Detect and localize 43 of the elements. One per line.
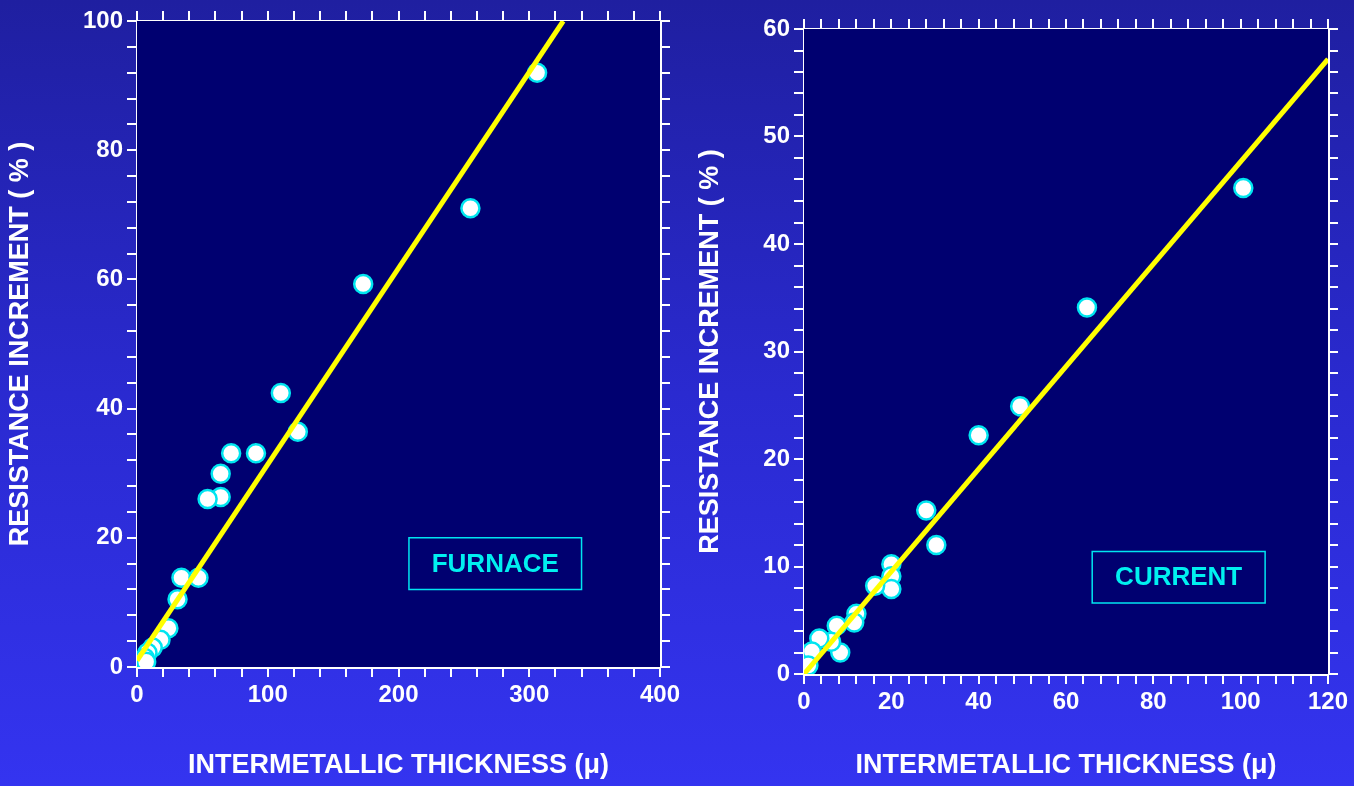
x-tick-label: 300	[509, 680, 550, 708]
point	[1233, 177, 1254, 199]
y-tick-label: 20	[96, 522, 123, 550]
point	[210, 463, 231, 485]
x-tick-label: 80	[1139, 687, 1167, 715]
x-tick-label: 100	[1220, 687, 1261, 715]
x-tick-label: 400	[639, 680, 681, 708]
point	[916, 500, 937, 521]
y-tick-label: 0	[109, 651, 123, 679]
x-axis-title: INTERMETALLIC THICKNESS (μ)	[188, 749, 609, 780]
y-tick-label: 10	[763, 551, 790, 579]
point	[968, 425, 989, 446]
point	[926, 534, 947, 556]
x-tick-label: 40	[965, 687, 993, 715]
x-tick-label: 100	[247, 680, 288, 708]
x-tick-label: 0	[797, 687, 811, 715]
point	[1076, 297, 1098, 318]
y-tick-label: 60	[763, 13, 790, 41]
y-axis-title: RESISTANCE INCREMENT ( % )	[3, 141, 34, 547]
point	[270, 382, 292, 404]
y-axis-title: RESISTANCE INCREMENT ( % )	[693, 149, 724, 554]
point	[197, 488, 218, 510]
point	[352, 273, 374, 295]
y-tick-label: 40	[763, 228, 790, 256]
point	[460, 198, 481, 219]
y-tick-label: 40	[96, 393, 123, 421]
x-tick-label: 200	[378, 680, 419, 708]
y-tick-label: 100	[82, 5, 123, 33]
annotation: FURNACE	[431, 547, 559, 578]
x-tick-label: 0	[130, 680, 144, 708]
y-tick-label: 50	[763, 121, 790, 149]
x-tick-label: 60	[1052, 687, 1080, 715]
y-tick-label: 20	[763, 443, 790, 471]
point	[245, 442, 267, 464]
point	[220, 442, 242, 464]
x-axis-title: INTERMETALLIC THICKNESS (μ)	[855, 749, 1277, 780]
y-tick-label: 30	[763, 336, 790, 364]
y-tick-label: 60	[96, 264, 123, 292]
y-tick-label: 0	[776, 658, 790, 686]
annotation: CURRENT	[1115, 561, 1243, 592]
x-tick-label: 20	[877, 687, 905, 715]
y-tick-label: 80	[96, 134, 123, 162]
x-tick-label: 120	[1307, 687, 1349, 715]
